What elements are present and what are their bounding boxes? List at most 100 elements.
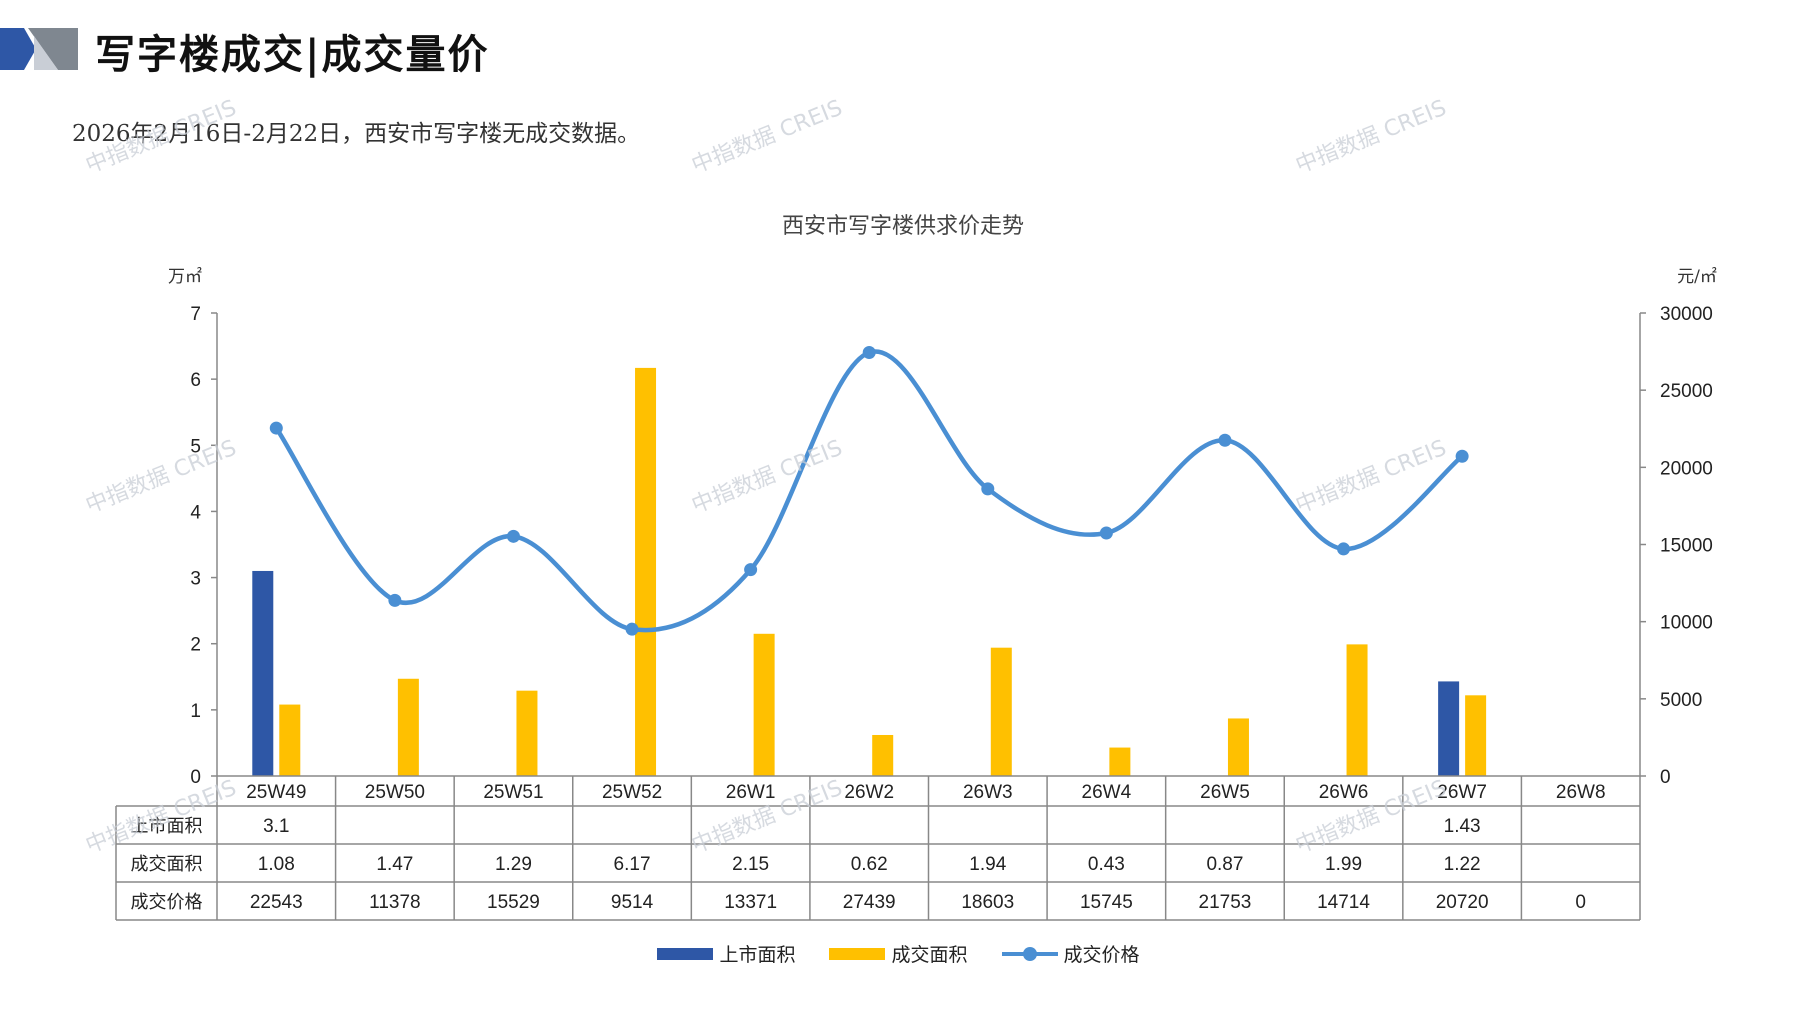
data-label: 1.08	[258, 854, 295, 875]
data-label: 6.17	[614, 854, 651, 875]
data-label: 0	[1575, 892, 1586, 913]
y-right-tick-label: 5000	[1660, 690, 1702, 711]
data-label: 22543	[250, 892, 303, 913]
bar-deal-area	[1346, 644, 1368, 776]
data-label: 3.1	[263, 816, 289, 837]
legend-label-deal-price: 成交价格	[1063, 944, 1140, 966]
bar-deal-area	[1109, 747, 1131, 776]
data-label: 0.43	[1088, 854, 1125, 875]
bar-deal-area	[279, 704, 301, 776]
price-point	[625, 622, 639, 636]
y-right-tick-label: 0	[1660, 767, 1671, 788]
data-label: 21753	[1199, 892, 1252, 913]
data-label: 2.15	[732, 854, 769, 875]
deco-gray-shape	[28, 28, 78, 70]
bar-deal-area	[872, 734, 894, 776]
price-line	[274, 349, 1464, 633]
y-left-tick-label: 3	[190, 569, 201, 590]
data-label: 13371	[724, 892, 777, 913]
x-tick-label: 26W4	[1082, 782, 1132, 803]
deco-light-shape	[34, 36, 58, 70]
data-label: 0.62	[851, 854, 888, 875]
y-left-tick-label: 6	[190, 370, 201, 391]
data-label: 20720	[1436, 892, 1489, 913]
table-row-header: 成交价格	[131, 892, 203, 913]
bar-deal-area	[635, 367, 657, 776]
y-left-unit: 万㎡	[168, 267, 202, 287]
data-label: 15529	[487, 892, 540, 913]
table-row-header: 上市面积	[131, 816, 203, 837]
chart-legend: 上市面积 成交面积 成交价格	[0, 940, 1797, 967]
y-left-tick-label: 0	[190, 767, 201, 788]
page-title: 写字楼成交|成交量价	[95, 31, 490, 78]
y-right-tick-label: 15000	[1660, 536, 1713, 557]
data-label: 0.87	[1206, 854, 1243, 875]
y-right-tick-label: 30000	[1660, 304, 1713, 325]
chart-title: 西安市写字楼供求价走势	[782, 214, 1024, 239]
x-tick-label: 25W52	[602, 782, 662, 803]
y-left-tick-label: 1	[190, 701, 201, 722]
legend-swatch-listing	[657, 947, 714, 960]
x-tick-label: 26W3	[963, 782, 1013, 803]
bar-listing	[1438, 681, 1460, 776]
bar-deal-area	[397, 678, 419, 776]
y-left-tick-label: 2	[190, 635, 201, 656]
x-tick-label: 25W50	[365, 782, 425, 803]
price-point	[1455, 449, 1469, 463]
x-tick-label: 26W2	[844, 782, 894, 803]
data-label: 1.94	[969, 854, 1006, 875]
x-tick-label: 26W5	[1200, 782, 1250, 803]
data-label: 1.47	[376, 854, 413, 875]
x-tick-label: 26W7	[1437, 782, 1487, 803]
price-point	[744, 563, 758, 577]
x-tick-label: 26W6	[1319, 782, 1369, 803]
page-subtitle: 2026年2月16日-2月22日，西安市写字楼无成交数据。	[72, 121, 641, 147]
y-left-tick-label: 5	[190, 436, 201, 457]
bar-deal-area	[1465, 695, 1487, 776]
data-label: 14714	[1317, 892, 1370, 913]
price-point	[1099, 526, 1113, 540]
deco-blue-shape	[0, 28, 36, 70]
data-label: 18603	[961, 892, 1014, 913]
table-row-header: 成交面积	[131, 854, 203, 875]
price-point	[862, 346, 876, 360]
y-right-tick-label: 10000	[1660, 613, 1713, 634]
x-tick-label: 26W1	[726, 782, 776, 803]
data-label: 1.43	[1444, 816, 1481, 837]
header-decoration	[0, 28, 78, 70]
x-tick-label: 26W8	[1556, 782, 1606, 803]
price-point	[269, 421, 283, 435]
bar-deal-area	[990, 647, 1012, 776]
x-tick-label: 25W51	[483, 782, 543, 803]
data-label: 27439	[843, 892, 896, 913]
bar-deal-area	[1227, 718, 1249, 776]
data-label: 15745	[1080, 892, 1133, 913]
y-right-tick-label: 25000	[1660, 381, 1713, 402]
bar-listing	[252, 570, 274, 776]
data-label: 1.99	[1325, 854, 1362, 875]
legend-item-listing: 上市面积	[657, 940, 795, 967]
legend-item-deal-price: 成交价格	[1001, 940, 1140, 967]
price-point	[1337, 542, 1351, 556]
legend-label-listing: 上市面积	[719, 944, 796, 966]
legend-swatch-deal-area	[829, 947, 886, 960]
y-left-tick-label: 7	[190, 304, 201, 325]
x-tick-label: 25W49	[246, 782, 306, 803]
price-point	[506, 529, 520, 543]
data-label: 1.29	[495, 854, 532, 875]
y-right-unit: 元/㎡	[1677, 267, 1717, 287]
legend-item-deal-area: 成交面积	[829, 940, 968, 967]
price-point	[388, 593, 402, 607]
price-point	[1218, 433, 1232, 447]
data-label: 9514	[611, 892, 654, 913]
bar-deal-area	[516, 690, 538, 776]
data-label: 1.22	[1444, 854, 1481, 875]
legend-swatch-deal-price	[1001, 943, 1058, 965]
y-left-tick-label: 4	[190, 502, 201, 523]
y-right-tick-label: 20000	[1660, 458, 1713, 479]
data-label: 11378	[369, 892, 420, 913]
price-point	[981, 482, 995, 496]
bar-deal-area	[753, 633, 775, 776]
legend-label-deal-area: 成交面积	[891, 944, 968, 966]
